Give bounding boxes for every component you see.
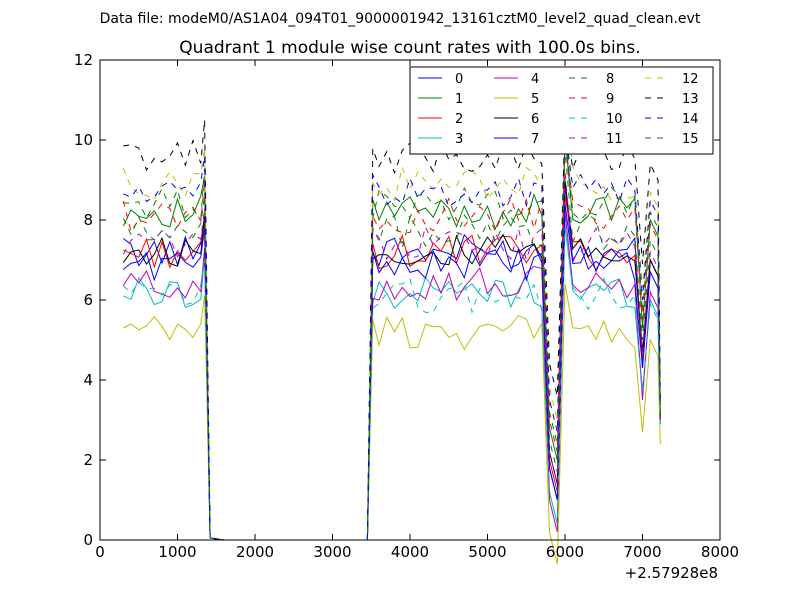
legend-label-13: 13 xyxy=(682,92,699,107)
x-tick-label: 3000 xyxy=(313,543,351,561)
series-line-10 xyxy=(122,227,661,541)
y-tick-label: 6 xyxy=(83,291,93,309)
y-tick-label: 4 xyxy=(83,371,93,389)
y-tick-label: 8 xyxy=(83,211,93,229)
legend-label-2: 2 xyxy=(455,112,463,127)
series-line-12 xyxy=(122,103,661,541)
legend-label-10: 10 xyxy=(606,112,623,127)
legend-label-4: 4 xyxy=(531,72,539,87)
series-line-8 xyxy=(123,123,661,541)
series-line-1 xyxy=(122,135,661,541)
legend-label-5: 5 xyxy=(531,92,539,107)
series-line-14 xyxy=(123,127,661,541)
legend-label-8: 8 xyxy=(606,72,614,87)
legend-label-14: 14 xyxy=(682,112,699,127)
x-tick-label: 1000 xyxy=(158,543,196,561)
legend-label-0: 0 xyxy=(455,72,463,87)
legend-label-15: 15 xyxy=(682,132,699,147)
legend-label-1: 1 xyxy=(455,92,463,107)
x-offset-label: +2.57928e8 xyxy=(625,564,718,582)
series-line-3 xyxy=(123,223,661,541)
x-tick-label: 4000 xyxy=(391,543,429,561)
y-tick-label: 0 xyxy=(83,531,93,549)
y-tick-label: 10 xyxy=(74,131,93,149)
legend-label-9: 9 xyxy=(606,92,614,107)
y-tick-label: 12 xyxy=(74,51,93,69)
legend-label-3: 3 xyxy=(455,132,463,147)
series-line-0 xyxy=(122,183,661,541)
series-line-5 xyxy=(123,283,661,565)
x-tick-label: 6000 xyxy=(546,543,584,561)
x-tick-label: 0 xyxy=(95,543,105,561)
x-tick-label: 8000 xyxy=(701,543,739,561)
series-line-2 xyxy=(123,195,661,541)
x-tick-label: 7000 xyxy=(623,543,661,561)
plot-lines xyxy=(122,103,661,565)
x-tick-label: 2000 xyxy=(236,543,274,561)
y-tick-label: 2 xyxy=(83,451,93,469)
legend-box xyxy=(409,66,714,155)
x-tick-label: 5000 xyxy=(468,543,506,561)
chart-title: Quadrant 1 module wise count rates with … xyxy=(179,38,640,58)
axes-ticks: 0 1000 2000 3000 4000 5000 6000 7000 80000246810… xyxy=(74,51,739,561)
legend-label-11: 11 xyxy=(606,132,623,147)
legend-label-6: 6 xyxy=(531,112,539,127)
series-line-4 xyxy=(122,211,661,541)
legend-label-12: 12 xyxy=(682,72,699,87)
chart-suptitle: Data file: modeM0/AS1A04_094T01_90000019… xyxy=(100,11,701,27)
series-line-7 xyxy=(122,203,661,541)
series-line-15 xyxy=(122,147,661,541)
legend-label-7: 7 xyxy=(531,132,539,147)
